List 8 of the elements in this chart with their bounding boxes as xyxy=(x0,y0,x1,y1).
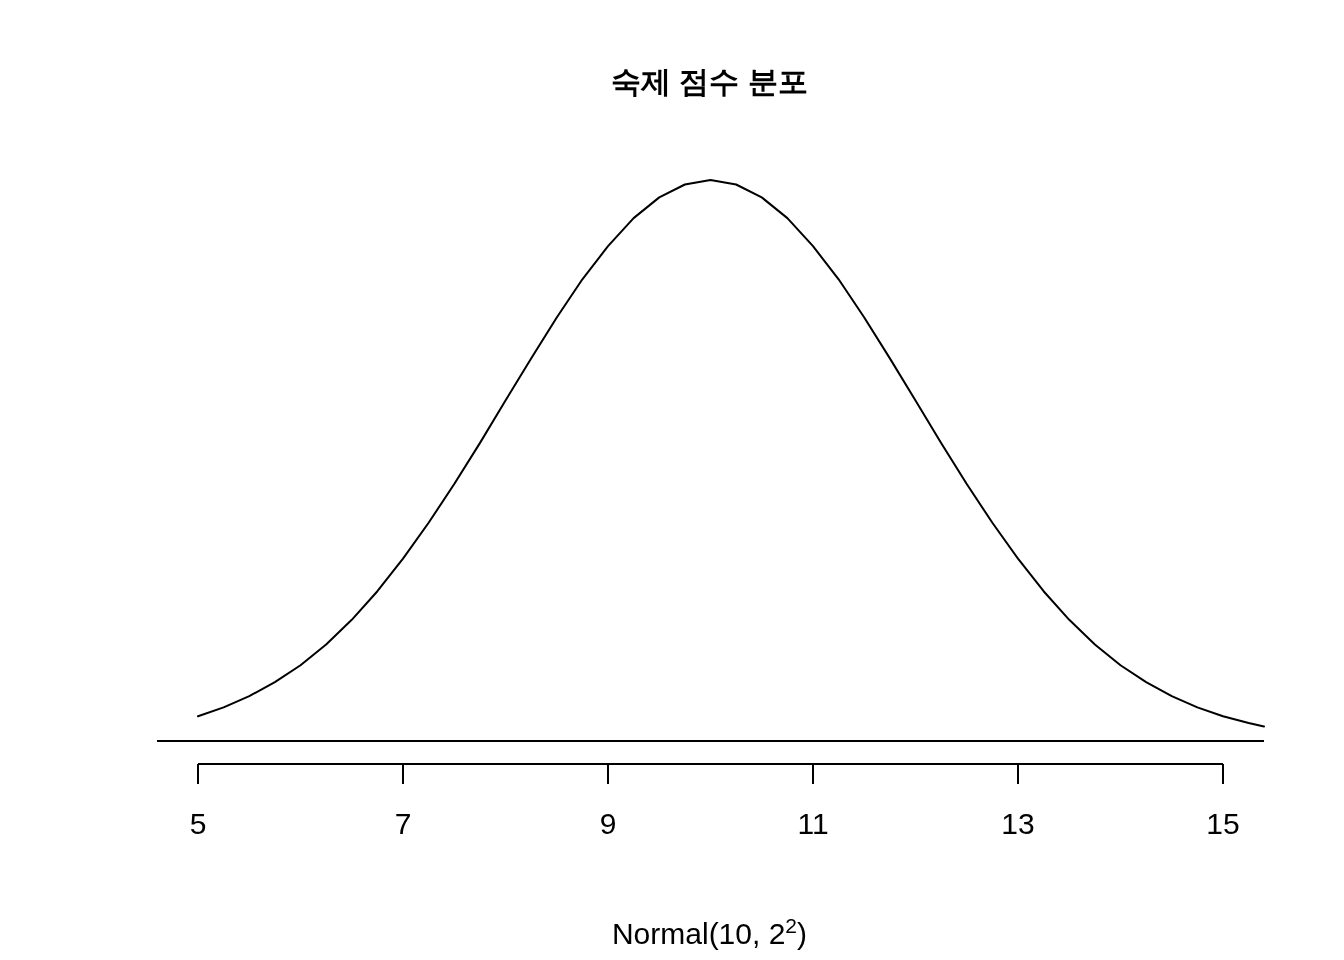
x-tick-label: 15 xyxy=(1206,807,1240,840)
x-tick-label: 5 xyxy=(189,807,207,840)
x-tick-label: 9 xyxy=(599,807,617,840)
x-tick-label: 13 xyxy=(1001,807,1035,840)
x-tick-label: 11 xyxy=(797,807,829,840)
chart-title: 숙제 점수 분포 xyxy=(611,65,808,98)
x-axis-title: Normal(10, 2$^{2}$) xyxy=(611,913,808,950)
x-tick-label: 7 xyxy=(394,807,412,840)
